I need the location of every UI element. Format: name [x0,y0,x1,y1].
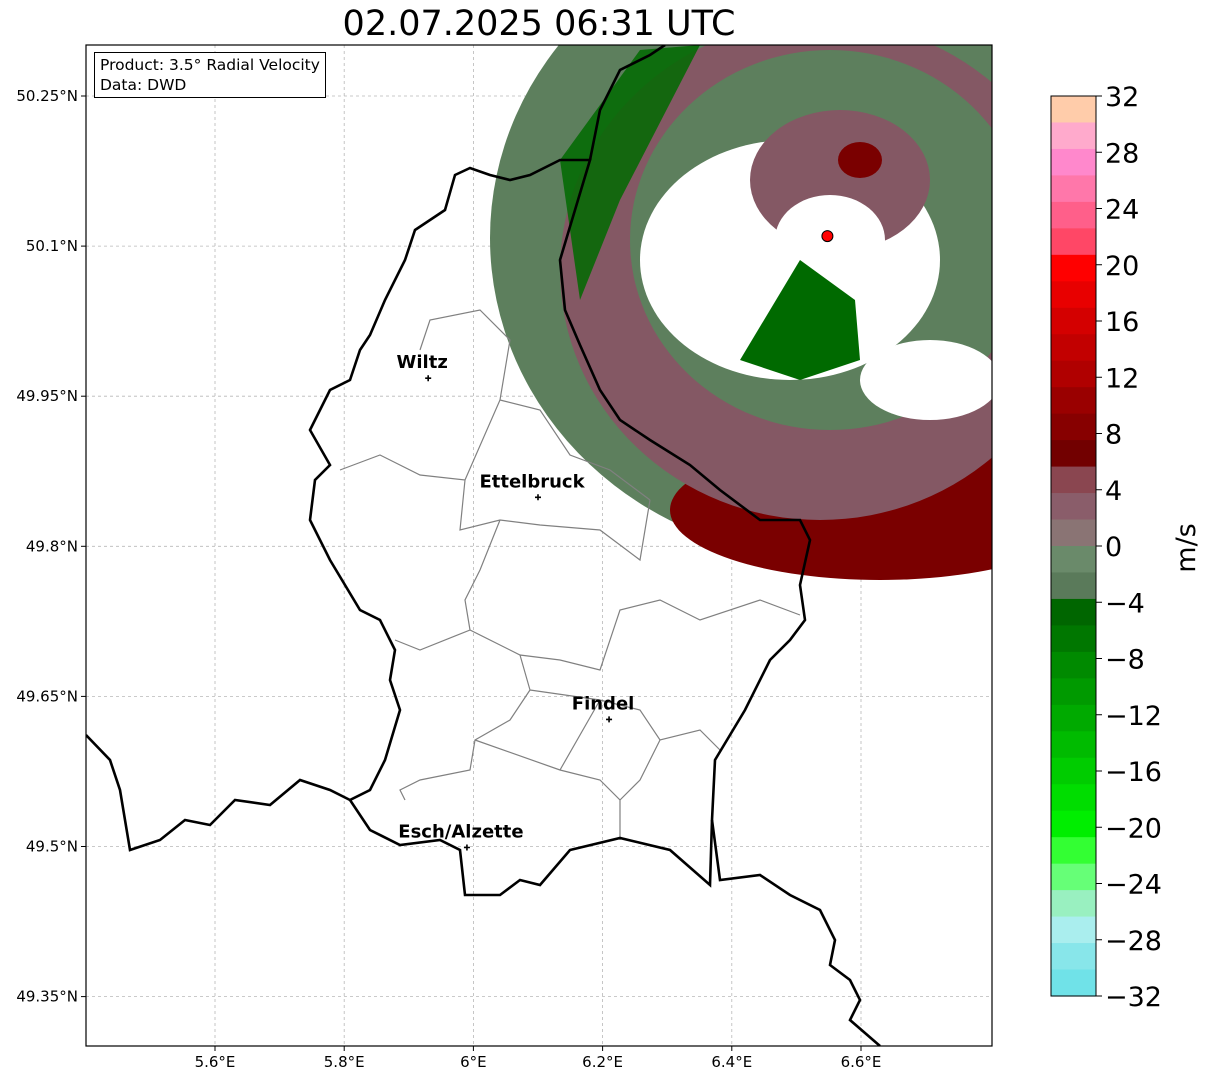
lat-tick-label: 49.5°N [26,838,78,856]
lat-tick-label: 50.1°N [26,237,78,255]
colorbar-swatch [1051,837,1096,865]
colorbar-swatch [1051,387,1096,415]
colorbar-swatch [1051,334,1096,362]
colorbar-tick-label: −28 [1105,926,1162,957]
latitude-ticks: 50.25°N 50.1°N 49.95°N 49.8°N 49.65°N 49.5°N 4… [16,87,86,1006]
luxembourg-border [308,158,812,897]
velocity-colorbar: 32 28 24 20 16 12 8 4 0 −4 −8 −12 −16 −20 −24 −28 −32 [1050,82,1162,1013]
city-plus-icon [606,716,613,723]
colorbar-swatch [1051,122,1096,150]
city-plus-icon [463,844,470,851]
colorbar-swatch [1051,704,1096,732]
data-source-label: Data: DWD [100,76,187,94]
city-plus-icon [425,375,432,382]
colorbar-tick-label: −4 [1105,588,1145,619]
colorbar-swatch [1051,916,1096,944]
germany-border [588,45,881,1046]
colorbar-swatch [1051,96,1096,124]
echo-white-east [860,340,992,420]
lon-tick-label: 6.4°E [711,1053,752,1071]
radar-site-marker [821,230,834,243]
colorbar-swatch [1051,757,1096,785]
colorbar-tick-label: 32 [1105,82,1139,113]
echo-dark-green-core [740,260,860,380]
colorbar-unit-label: m/s [1171,523,1202,572]
city-name-label: Ettelbruck [479,471,585,492]
colorbar-swatch [1051,731,1096,759]
city-marker: Findel [572,693,635,723]
colorbar-tick-label: −32 [1105,982,1162,1013]
map-title: 02.07.2025 06:31 UTC [342,4,736,44]
colorbar-tick-label: −24 [1105,870,1162,901]
lon-tick-label: 6.2°E [582,1053,623,1071]
boundaries [86,45,881,1046]
colorbar-swatch [1051,784,1096,812]
lat-tick-label: 50.25°N [16,87,78,105]
colorbar-tick-label: −8 [1105,645,1145,676]
colorbar-tick-label: −16 [1105,757,1162,788]
lon-tick-label: 6°E [460,1053,487,1071]
longitude-ticks: 5.6°E 5.8°E 6°E 6.2°E 6.4°E 6.6°E [195,1046,882,1071]
colorbar-tick-label: 20 [1105,251,1139,282]
colorbar-swatch [1051,175,1096,203]
echo-dark-red-north [838,142,882,178]
colorbar-swatch [1051,625,1096,653]
colorbar-swatch [1051,360,1096,388]
colorbar-swatch [1051,228,1096,256]
city-marker: Ettelbruck [479,471,586,501]
lat-tick-label: 49.35°N [16,988,78,1006]
product-info-box: Product: 3.5° Radial Velocity Data: DWD [94,52,326,98]
lat-tick-label: 49.65°N [16,687,78,705]
colorbar-swatch [1051,890,1096,918]
city-marker: Esch/Alzette [398,822,524,851]
colorbar-tick-label: −12 [1105,701,1162,732]
lon-tick-label: 5.6°E [195,1053,236,1071]
colorbar-swatch [1051,943,1096,971]
colorbar-swatch [1051,493,1096,521]
city-name-label: Esch/Alzette [398,822,523,843]
colorbar-swatch [1051,678,1096,706]
city-marker: Wiltz [397,352,448,382]
lon-tick-label: 6.6°E [841,1053,882,1071]
colorbar-swatch [1051,598,1096,627]
colorbar-tick-label: 12 [1105,363,1139,394]
colorbar-swatch [1051,546,1096,574]
colorbar-swatch [1051,572,1096,600]
colorbar-tick-label: 24 [1105,195,1139,226]
colorbar-tick-label: 4 [1105,476,1122,507]
colorbar-swatch [1051,466,1096,494]
colorbar-tick-label: 16 [1105,307,1139,338]
lat-tick-label: 49.8°N [26,537,78,555]
colorbar-swatch [1051,810,1096,838]
colorbar-tick-label: 8 [1105,420,1122,451]
colorbar-swatch [1051,307,1096,335]
colorbar-swatch [1051,969,1096,997]
belgium-france-border [86,734,351,852]
echo-dark-green-west [560,45,700,300]
colorbar-swatch [1051,254,1096,282]
city-markers: Wiltz Ettelbruck Findel Esch/Alzette [397,352,635,851]
colorbar-swatch [1051,651,1096,679]
city-name-label: Wiltz [397,352,448,373]
colorbar-tick-label: −20 [1105,813,1162,844]
colorbar-swatch [1051,413,1096,441]
lon-tick-label: 5.8°E [324,1053,365,1071]
colorbar-swatch [1051,440,1096,468]
colorbar-swatch [1051,863,1096,891]
product-label: Product: 3.5° Radial Velocity [100,56,320,74]
colorbar-swatch [1051,519,1096,547]
colorbar-swatch [1051,281,1096,309]
canton-boundaries [339,309,801,840]
map-frame [85,44,993,1047]
colorbar-swatch [1051,201,1096,229]
colorbar-tick-label: 0 [1105,532,1122,563]
radar-velocity-field [490,45,992,580]
colorbar-swatch [1051,148,1096,177]
lat-tick-label: 49.95°N [16,387,78,405]
city-plus-icon [535,494,541,501]
city-name-label: Findel [572,693,635,714]
colorbar-tick-label: 28 [1105,138,1139,169]
